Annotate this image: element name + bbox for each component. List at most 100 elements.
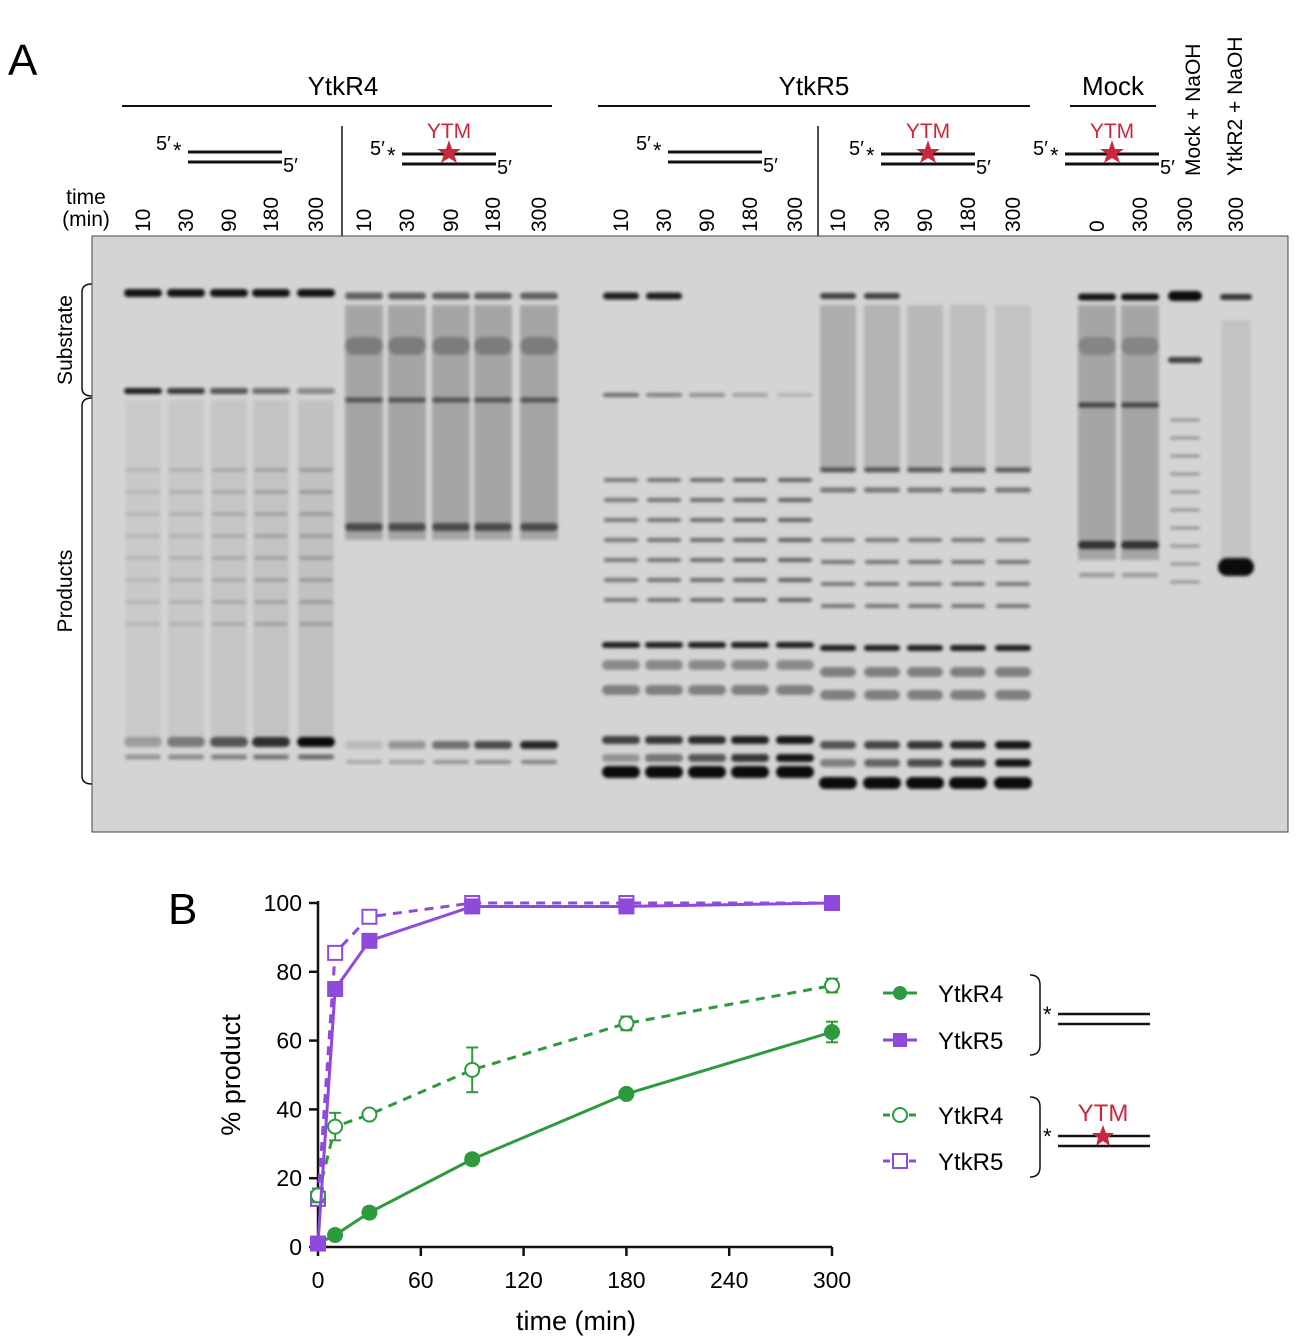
gel-band bbox=[475, 760, 511, 764]
gel-band bbox=[1168, 291, 1202, 301]
gel-band bbox=[520, 292, 558, 300]
gel-band bbox=[299, 534, 333, 538]
gel-band bbox=[299, 556, 333, 560]
gel-band bbox=[1121, 402, 1159, 408]
gel-band bbox=[950, 759, 986, 767]
lane-time-label: 10 bbox=[827, 209, 850, 232]
gel-band bbox=[647, 538, 681, 542]
data-point bbox=[327, 1118, 344, 1135]
gel-band bbox=[820, 645, 856, 651]
legend-bracket-ytm bbox=[1029, 1096, 1041, 1178]
gel-band bbox=[210, 388, 248, 394]
gel-band bbox=[821, 582, 855, 586]
series-line bbox=[316, 984, 833, 1196]
products-label: Products bbox=[54, 550, 77, 633]
gel-band bbox=[864, 293, 900, 299]
gel-band bbox=[1122, 573, 1158, 577]
gel-band bbox=[778, 558, 812, 562]
gel-band bbox=[733, 478, 767, 482]
gel-bands bbox=[124, 289, 1254, 789]
gel-band bbox=[864, 759, 900, 767]
legend-item-ytkr4-ytm: YtkR4 bbox=[883, 1103, 1003, 1130]
lane-time-label: 300 bbox=[1174, 197, 1197, 232]
gel-band bbox=[126, 490, 160, 494]
data-point bbox=[327, 981, 344, 997]
gel-band bbox=[776, 660, 814, 670]
gel-band bbox=[167, 388, 205, 394]
gel-band bbox=[388, 523, 426, 531]
y-axis-label: % product bbox=[216, 1014, 246, 1136]
lane-labels: 10 30 90 180 300 10 30 90 180 300 10 30 90 180 300 10 30… bbox=[132, 197, 1248, 232]
x-tick-label: 60 bbox=[408, 1267, 434, 1293]
gel-band bbox=[776, 642, 814, 648]
gel-band bbox=[520, 523, 558, 531]
x-tick-label: 180 bbox=[607, 1267, 645, 1293]
gel-band bbox=[602, 642, 640, 648]
gel-band bbox=[645, 736, 683, 744]
gel-band bbox=[820, 741, 856, 749]
series-line bbox=[316, 901, 833, 1244]
gel-band bbox=[252, 388, 290, 394]
gel-band bbox=[212, 534, 246, 538]
gel-band bbox=[645, 766, 683, 778]
gel-band bbox=[604, 478, 638, 482]
data-point bbox=[618, 898, 635, 915]
lane-time-label: 180 bbox=[739, 197, 762, 232]
gel-band bbox=[169, 622, 203, 626]
time-label: time bbox=[66, 186, 106, 209]
gel-band bbox=[124, 388, 162, 394]
gel-band bbox=[645, 660, 683, 670]
substrate-bracket bbox=[81, 283, 93, 397]
series-line bbox=[317, 1030, 833, 1245]
gel-band bbox=[474, 292, 512, 300]
gel-band bbox=[169, 468, 203, 472]
gel-band bbox=[864, 645, 900, 651]
gel-smear bbox=[907, 305, 943, 470]
gel-band bbox=[688, 766, 726, 778]
products-bracket bbox=[81, 397, 93, 785]
lane-time-label: 300 bbox=[305, 197, 328, 232]
radiolabel-star: * bbox=[173, 138, 182, 163]
gel-band bbox=[733, 518, 767, 522]
dna-schematic-ytkr4-ytm: YTM 5′ * 5′ bbox=[370, 120, 512, 179]
gel-band bbox=[212, 622, 246, 626]
gel-band bbox=[690, 538, 724, 542]
gel-band bbox=[1170, 562, 1200, 566]
gel-smear bbox=[298, 400, 334, 740]
gel-band bbox=[995, 487, 1031, 493]
gel-band bbox=[863, 777, 901, 789]
x-axis-label: time (min) bbox=[516, 1306, 636, 1336]
x-tick-label: 0 bbox=[312, 1267, 325, 1293]
prime-5-label: 5′ bbox=[497, 157, 512, 179]
gel-band bbox=[951, 538, 985, 542]
gel-band bbox=[254, 490, 288, 494]
gel-band bbox=[169, 578, 203, 582]
gel-band bbox=[908, 560, 942, 564]
gel-band bbox=[950, 487, 986, 493]
radiolabel-star: * bbox=[653, 138, 662, 163]
gel-band bbox=[731, 685, 769, 695]
y-tick-label: 100 bbox=[264, 890, 302, 916]
gel-band bbox=[604, 598, 638, 602]
x-tick-label: 300 bbox=[813, 1267, 851, 1293]
control-label-mock-naoh: Mock + NaOH bbox=[1182, 44, 1205, 176]
legend-item-ytkr4-dsdna: YtkR4 bbox=[883, 981, 1003, 1008]
gel-band bbox=[297, 388, 335, 394]
data-point bbox=[361, 908, 378, 925]
gel-band bbox=[211, 754, 247, 760]
gel-band bbox=[169, 556, 203, 560]
gel-band bbox=[345, 292, 383, 300]
data-point bbox=[824, 977, 840, 994]
gel-band bbox=[254, 578, 288, 582]
gel-band bbox=[432, 397, 470, 403]
gel-band bbox=[908, 604, 942, 608]
data-point bbox=[464, 1061, 481, 1078]
legend-label: YtkR5 bbox=[938, 1149, 1003, 1176]
gel-band bbox=[345, 523, 383, 531]
gel-band bbox=[252, 289, 290, 297]
prime-5-label: 5′ bbox=[636, 133, 651, 155]
gel-band bbox=[1170, 544, 1200, 548]
radiolabel-star: * bbox=[866, 143, 875, 168]
gel-band bbox=[865, 582, 899, 586]
lane-time-label: 10 bbox=[353, 209, 376, 232]
